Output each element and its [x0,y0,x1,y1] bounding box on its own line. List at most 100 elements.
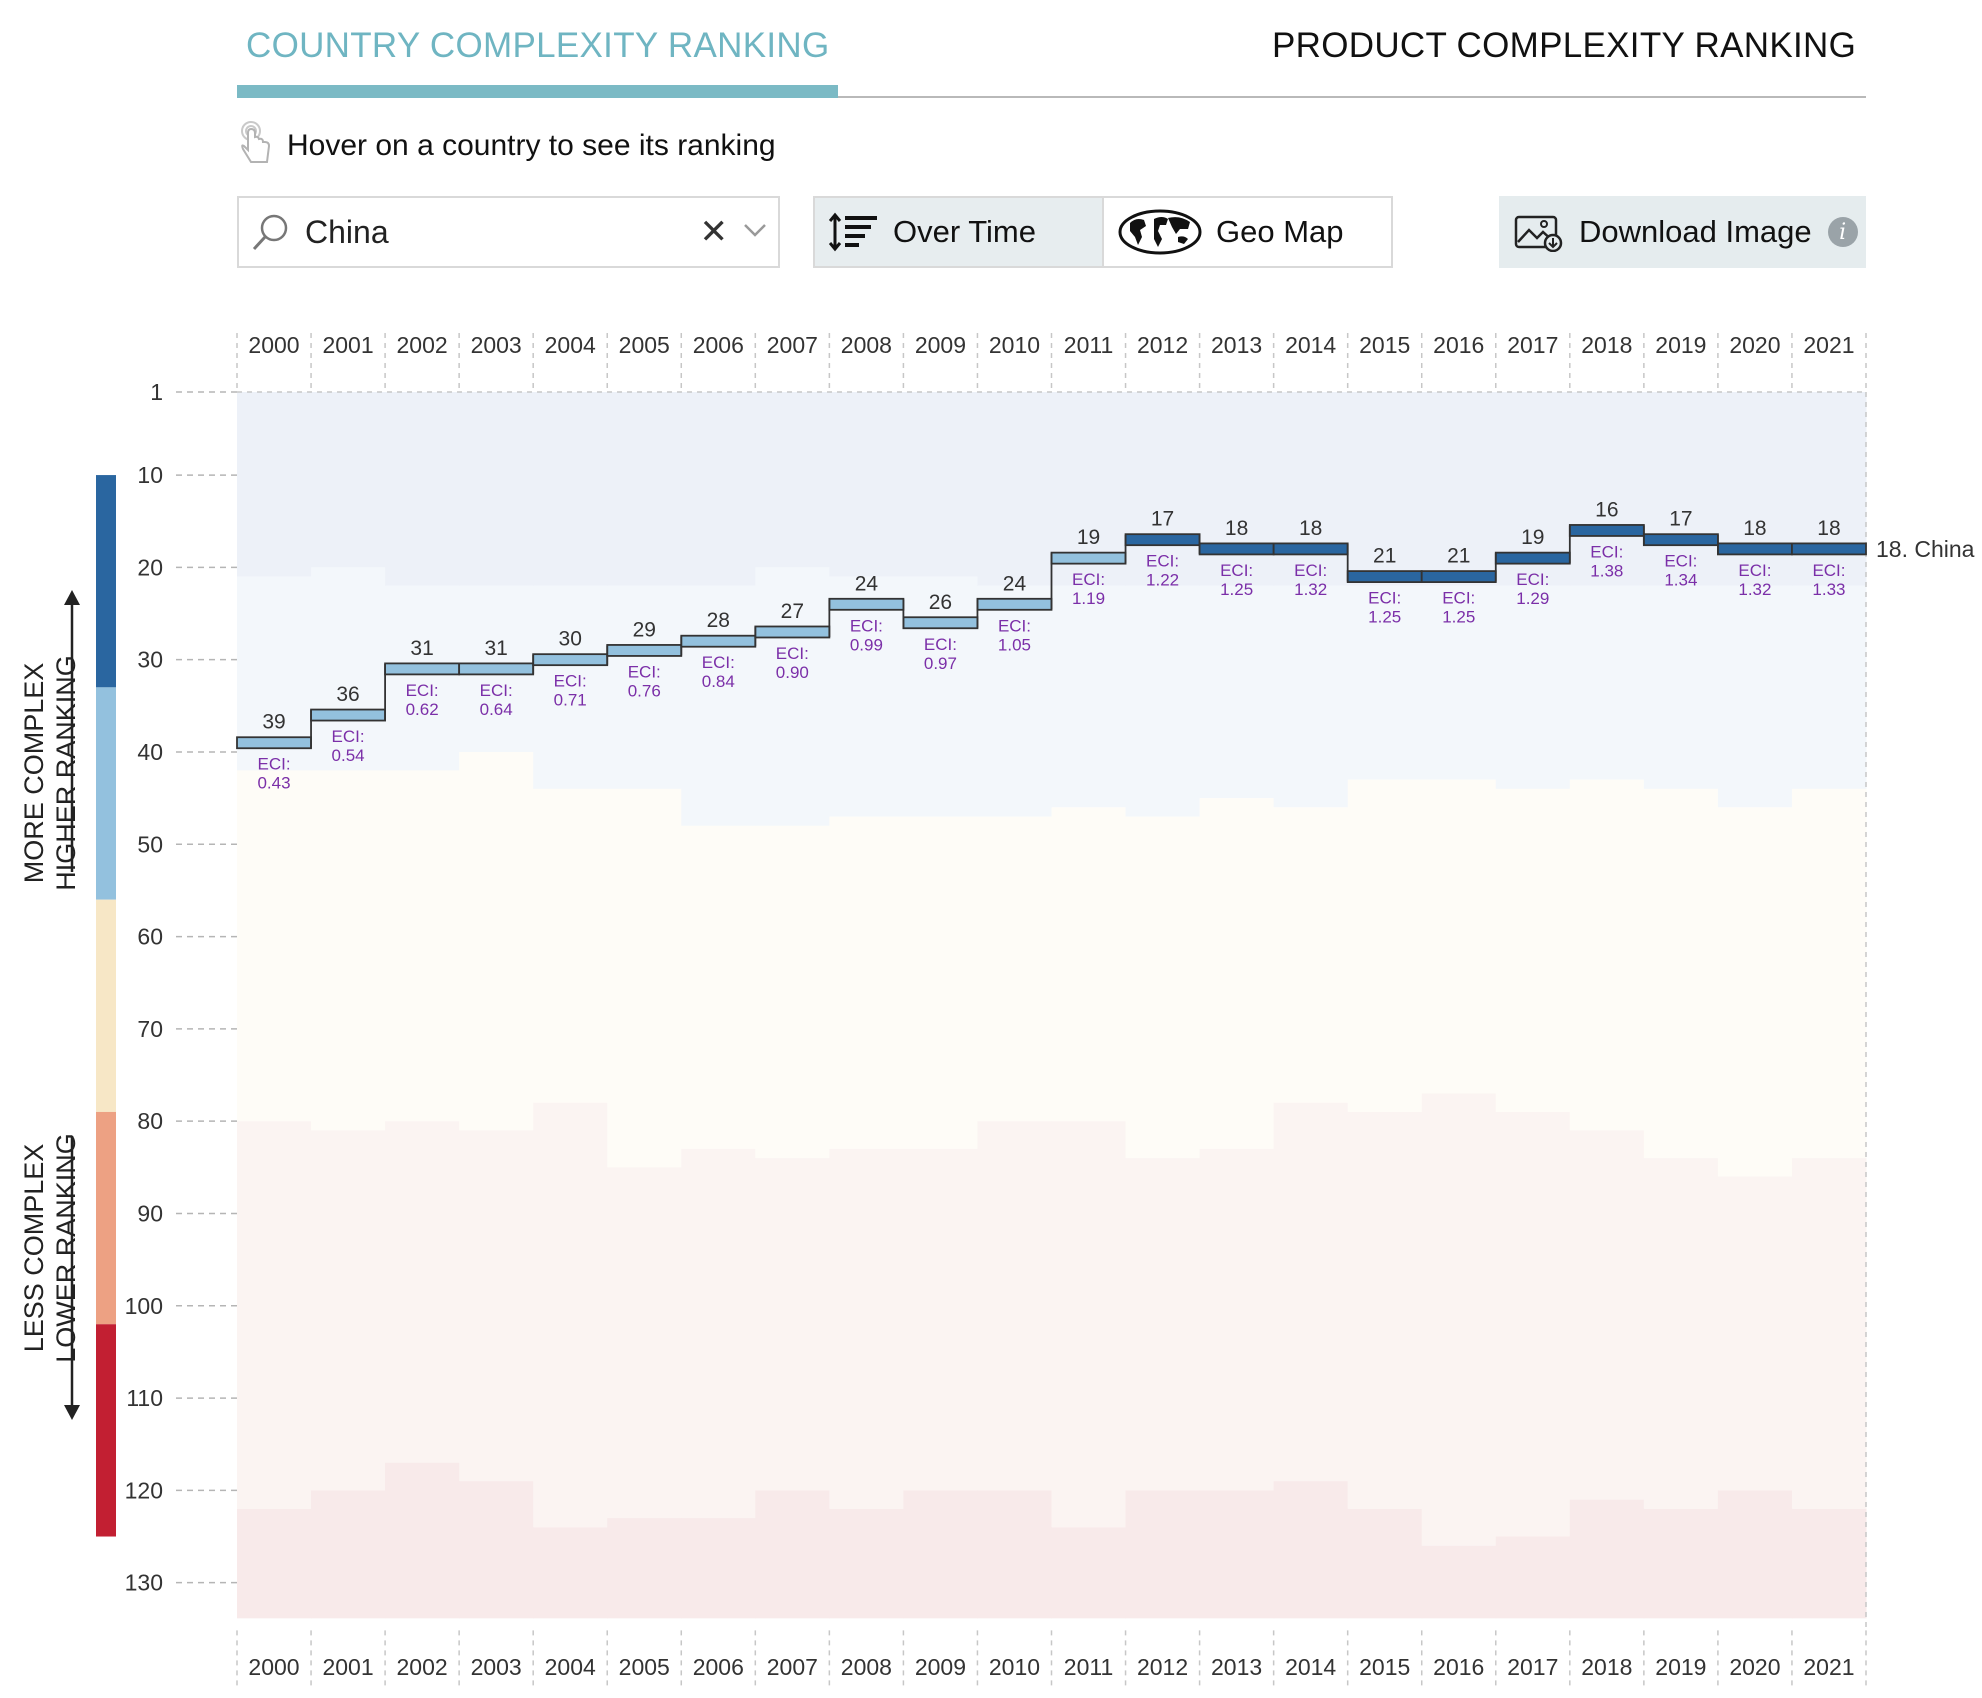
zone-mid [755,825,830,1159]
download-image-button[interactable]: Download Image i [1499,196,1866,268]
rank-band [96,899,116,1112]
rank-step-segment [1198,542,1275,556]
zone-bottom [1273,1481,1349,1619]
zone-bottom [1421,1545,1497,1619]
zone-upper [1199,585,1275,799]
zone-mid [1125,816,1201,1159]
zone-upper [903,576,978,817]
eci-value-label: 0.99 [850,635,883,654]
year-label-bottom: 2000 [248,1654,299,1680]
rank-value-label: 17 [1151,508,1174,531]
less-complex-caption: LESS COMPLEX LOWER RANKING [18,1078,82,1418]
tab-product-complexity-ranking[interactable]: PRODUCT COMPLEXITY RANKING [1272,26,1857,65]
zone-mid [977,816,1052,1122]
zone-top [237,392,312,577]
zone-lower [1643,1158,1719,1509]
zone-mid [1569,779,1645,1131]
image-download-icon [1513,212,1563,252]
eci-value-label: 0.90 [776,663,809,682]
rank-step-segment [384,662,461,676]
year-label-top: 2011 [1064,332,1113,358]
chevron-down-icon[interactable] [742,220,768,245]
zone-upper [1495,585,1571,789]
rank-value-label: 19 [1077,526,1100,549]
series-end-label: 18. China [1876,536,1975,562]
zone-top [903,392,978,577]
rank-band [96,1111,116,1325]
year-label-top: 2009 [915,332,966,358]
y-tick-label: 20 [137,554,163,580]
eci-prefix-label: ECI: [257,755,290,774]
rank-step-segment [236,736,312,750]
zone-top [1643,392,1719,586]
zone-mid [1051,807,1127,1122]
eci-prefix-label: ECI: [554,672,587,691]
download-image-label: Download Image [1579,214,1812,249]
zone-lower [755,1158,830,1491]
tab-country-complexity-ranking[interactable]: COUNTRY COMPLEXITY RANKING [246,26,830,65]
zone-top [1421,392,1497,586]
zone-top [977,392,1052,586]
globe-map-icon [1118,209,1202,255]
zone-upper [533,585,608,789]
y-tick-label: 70 [137,1016,163,1042]
zone-mid [1717,807,1793,1177]
zone-lower [1791,1158,1867,1509]
eci-prefix-label: ECI: [480,681,513,700]
eci-prefix-label: ECI: [1442,589,1475,608]
rank-step-segment [1494,551,1571,565]
year-label-bottom: 2006 [693,1654,744,1680]
zone-top [1273,392,1349,586]
year-label-top: 2008 [841,332,892,358]
eci-prefix-label: ECI: [628,662,661,681]
zone-upper [1791,585,1867,789]
eci-prefix-label: ECI: [1738,561,1771,580]
rank-step-segment [1568,524,1645,537]
y-tick-label: 1 [150,379,163,405]
zone-lower [311,1130,386,1491]
search-input[interactable] [303,212,637,252]
y-tick-label: 40 [137,739,163,765]
zone-top [1569,392,1645,586]
year-label-top: 2016 [1433,332,1484,358]
zone-mid [1643,788,1719,1159]
info-icon[interactable]: i [1827,217,1858,247]
zone-bottom [1791,1508,1867,1619]
year-label-bottom: 2005 [619,1654,670,1680]
zone-top [533,392,608,586]
year-label-bottom: 2014 [1285,1654,1336,1680]
eci-prefix-label: ECI: [332,727,365,746]
zone-mid [459,751,534,1131]
rank-value-label: 18 [1743,517,1766,540]
eci-prefix-label: ECI: [406,681,439,700]
rank-value-label: 18 [1225,517,1248,540]
zone-mid [311,770,386,1131]
eci-prefix-label: ECI: [1220,561,1253,580]
zone-top [1495,392,1571,586]
geo-map-button[interactable]: Geo Map [1104,198,1391,266]
year-label-top: 2017 [1507,332,1558,358]
zone-top [311,392,386,568]
zone-mid [1347,779,1423,1112]
zone-mid [1791,788,1867,1159]
zone-upper [1125,585,1201,817]
zone-bottom [829,1508,904,1619]
zone-mid [681,825,756,1149]
year-label-bottom: 2008 [841,1654,892,1680]
y-tick-label: 60 [137,924,163,950]
zone-lower [533,1102,608,1528]
rank-value-label: 19 [1521,526,1544,549]
year-label-top: 2002 [397,332,448,358]
eci-prefix-label: ECI: [998,616,1031,635]
over-time-button[interactable]: Over Time [815,198,1104,266]
rank-value-label: 29 [633,618,656,641]
zone-upper [1569,585,1645,780]
clear-icon[interactable]: ✕ [699,213,729,251]
eci-value-label: 0.84 [702,672,735,691]
eci-value-label: 1.25 [1442,608,1475,627]
country-search-select[interactable]: ✕ [237,196,780,268]
zone-upper [829,576,904,817]
view-toggle: Over Time Geo Map [813,196,1393,268]
zone-lower [1051,1121,1127,1528]
zone-upper [1421,585,1497,780]
